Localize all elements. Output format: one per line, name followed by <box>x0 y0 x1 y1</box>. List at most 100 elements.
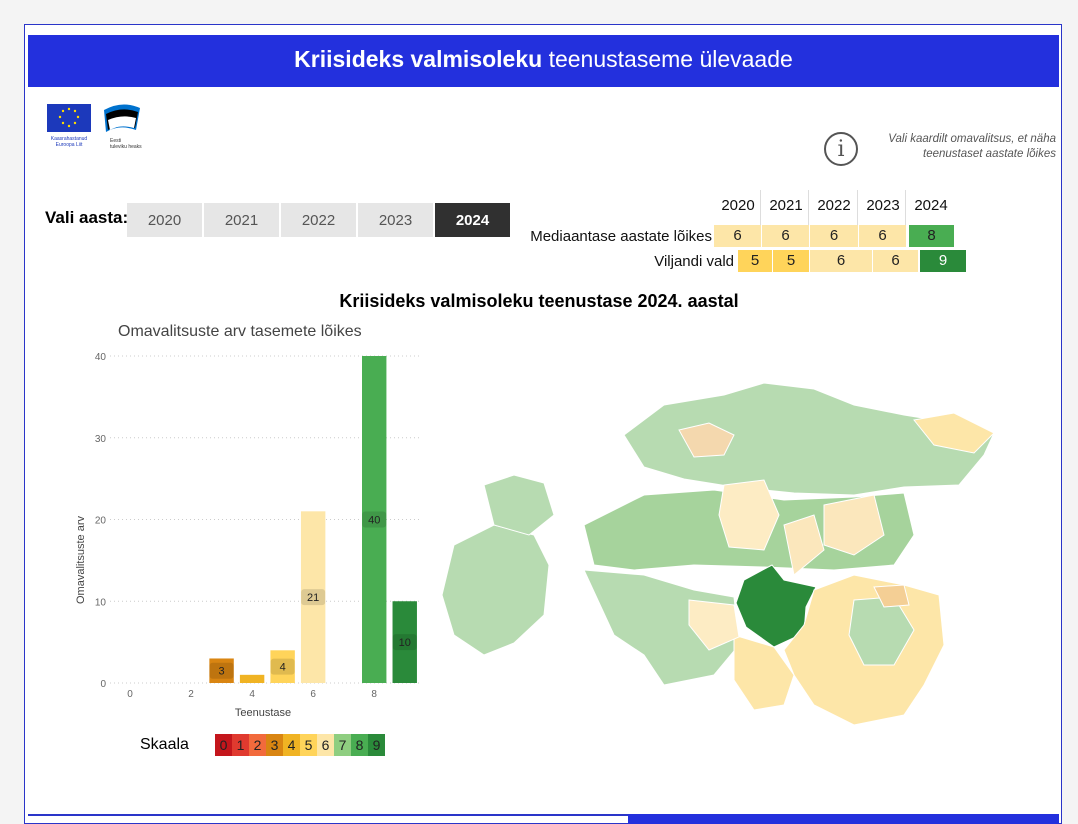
scale-level-4: 4 <box>283 734 300 756</box>
svg-text:tuleviku heaks: tuleviku heaks <box>110 144 142 150</box>
data-label: 21 <box>307 592 319 604</box>
viljandi-2022: 6 <box>810 250 872 272</box>
svg-text:Kaasrahastanud: Kaasrahastanud <box>51 136 88 142</box>
year-table-divider <box>905 190 906 226</box>
y-tick-label: 0 <box>100 679 106 690</box>
scale-level-6: 6 <box>317 734 334 756</box>
y-tick-label: 20 <box>95 516 107 527</box>
main-chart-title: Kriisideks valmisoleku teenustase 2024. … <box>339 291 739 311</box>
scale-level-9: 9 <box>368 734 385 756</box>
y-tick-label: 10 <box>95 597 107 608</box>
estonia-logo: Eesti tuleviku heaks <box>104 104 142 150</box>
x-tick-label: 6 <box>310 689 316 700</box>
year-button-2022[interactable]: 2022 <box>281 203 356 237</box>
median-2024: 8 <box>909 225 954 247</box>
year-button-2024[interactable]: 2024 <box>435 203 510 237</box>
median-2020: 6 <box>714 225 761 247</box>
bar-chart: 3 4 21 40 10 0 10 20 30 40 0 2 4 6 8 Teenustase Omava… <box>75 352 420 719</box>
bar-chart-ticks: 0 10 20 30 40 0 2 4 6 8 <box>95 352 378 700</box>
scale-level-5: 5 <box>300 734 317 756</box>
map-region <box>678 422 735 458</box>
info-box: i Vali kaardilt omavalitsus, et näha tee… <box>824 132 1056 166</box>
map-region <box>583 569 740 686</box>
footer-line <box>28 814 628 816</box>
bar-level-5 <box>270 650 295 683</box>
data-label-bg <box>362 511 387 528</box>
footer-block <box>628 814 1059 824</box>
y-tick-label: 30 <box>95 434 107 445</box>
title-bold: Kriisideks valmisoleku <box>294 46 543 72</box>
scale-level-3: 3 <box>266 734 283 756</box>
year-table-header: 2022 <box>817 197 851 214</box>
estonia-map <box>441 382 995 726</box>
data-label-bg <box>301 589 326 606</box>
info-icon[interactable]: i <box>824 132 858 166</box>
data-label: 40 <box>368 515 380 527</box>
title-rest: teenustaseme ülevaade <box>542 46 793 72</box>
info-text: Vali kaardilt omavalitsus, et näha teenu… <box>888 133 1056 160</box>
bar-chart-bars <box>209 356 417 683</box>
year-table-divider <box>857 190 858 226</box>
map-region <box>688 599 740 651</box>
bar-chart-title: Omavalitsuste arv tasemete lõikes <box>118 323 362 340</box>
map-region <box>441 524 550 656</box>
year-button-2020[interactable]: 2020 <box>127 203 202 237</box>
page-title: Kriisideks valmisoleku teenustaseme ülev… <box>28 35 1059 87</box>
year-selector-label: Vali aasta: <box>45 208 129 227</box>
year-table-divider <box>808 190 809 226</box>
map-region <box>913 412 995 454</box>
scale-label: Skaala <box>140 736 189 753</box>
data-label: 4 <box>280 662 286 674</box>
eu-logo: Kaasrahastanud Euroopa Liit <box>47 104 91 148</box>
scale-level-1: 1 <box>232 734 249 756</box>
x-axis-label: Teenustase <box>235 707 291 719</box>
bar-level-8 <box>362 356 387 683</box>
x-tick-label: 2 <box>188 689 194 700</box>
map-region <box>873 584 910 608</box>
y-tick-label: 40 <box>95 352 107 363</box>
data-label-bg <box>392 634 417 651</box>
bar-level-4 <box>239 674 265 683</box>
scale-level-7: 7 <box>334 734 351 756</box>
median-2022: 6 <box>810 225 858 247</box>
year-table-header: 2020 <box>721 197 755 214</box>
bar-level-3 <box>209 658 234 683</box>
year-table-header: 2024 <box>914 197 948 214</box>
map-region <box>483 474 555 536</box>
year-button-2023[interactable]: 2023 <box>358 203 433 237</box>
year-selector: 2020 2021 2022 2023 2024 <box>127 203 510 237</box>
map-region <box>718 479 780 551</box>
viljandi-2024: 9 <box>920 250 966 272</box>
viljandi-2023: 6 <box>873 250 918 272</box>
svg-text:Eesti: Eesti <box>110 138 121 144</box>
viljandi-2020: 5 <box>738 250 772 272</box>
median-2021: 6 <box>762 225 809 247</box>
bar-level-9 <box>392 601 417 683</box>
y-axis-label: Omavalitsuste arv <box>75 515 87 604</box>
x-tick-label: 4 <box>249 689 255 700</box>
year-table-row-label: Viljandi vald <box>654 253 734 270</box>
year-table-row-label: Mediaantase aastate lõikes <box>530 228 712 245</box>
data-label-bg <box>209 662 234 679</box>
map-region <box>733 634 795 711</box>
data-label-bg <box>270 658 295 675</box>
year-table-header: 2021 <box>769 197 803 214</box>
scale-level-0: 0 <box>215 734 232 756</box>
scale-level-2: 2 <box>249 734 266 756</box>
viljandi-2021: 5 <box>773 250 809 272</box>
bar-chart-labels: 3 4 21 40 10 <box>209 511 417 679</box>
median-2023: 6 <box>859 225 906 247</box>
x-tick-label: 8 <box>371 689 377 700</box>
data-label: 3 <box>219 666 225 678</box>
scale-level-8: 8 <box>351 734 368 756</box>
svg-text:Euroopa Liit: Euroopa Liit <box>56 142 83 148</box>
year-button-2021[interactable]: 2021 <box>204 203 279 237</box>
year-table-divider <box>760 190 761 226</box>
map-region <box>823 494 885 556</box>
year-table-header: 2023 <box>866 197 900 214</box>
x-tick-label: 0 <box>127 689 133 700</box>
map-region <box>783 514 825 576</box>
bar-level-6 <box>300 511 326 683</box>
data-label: 10 <box>399 637 411 649</box>
